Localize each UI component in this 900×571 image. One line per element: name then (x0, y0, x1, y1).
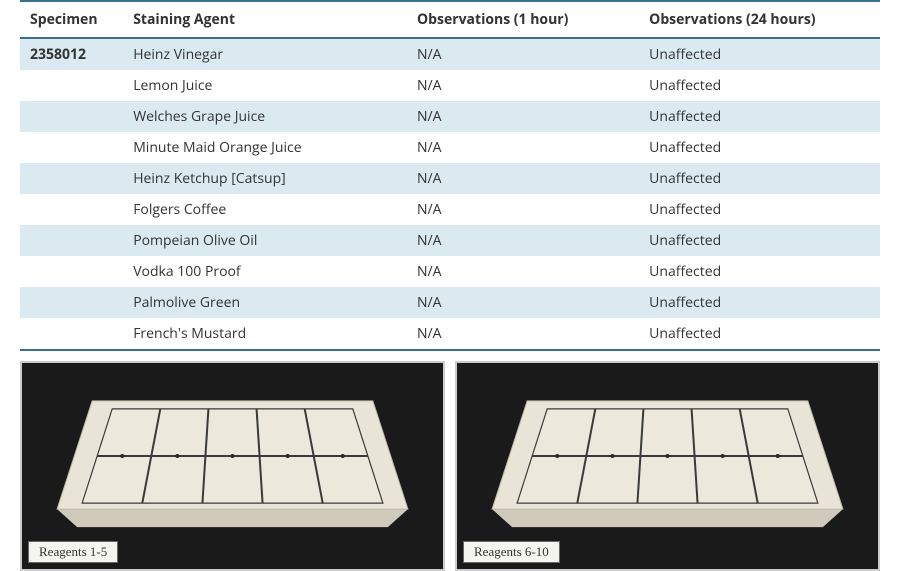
cell-agent: Heinz Vinegar (123, 38, 407, 70)
cell-agent: Pompeian Olive Oil (123, 225, 407, 256)
photo-right-caption: Reagents 6-10 (463, 541, 560, 563)
cell-obs-24h: Unaffected (639, 70, 880, 101)
table-row: Pompeian Olive OilN/AUnaffected (20, 225, 880, 256)
cell-obs-24h: Unaffected (639, 318, 880, 350)
cell-obs-24h: Unaffected (639, 132, 880, 163)
cell-obs-24h: Unaffected (639, 163, 880, 194)
table-row: 2358012Heinz VinegarN/AUnaffected (20, 38, 880, 70)
photo-left-caption: Reagents 1-5 (28, 541, 118, 563)
table-row: Lemon JuiceN/AUnaffected (20, 70, 880, 101)
table-row: Heinz Ketchup [Catsup]N/AUnaffected (20, 163, 880, 194)
table-row: Folgers CoffeeN/AUnaffected (20, 194, 880, 225)
col-header-obs24: Observations (24 hours) (639, 1, 880, 38)
staining-table-wrap: Specimen Staining Agent Observations (1 … (20, 0, 880, 351)
cell-specimen (20, 225, 123, 256)
table-row: Welches Grape JuiceN/AUnaffected (20, 101, 880, 132)
col-header-agent: Staining Agent (123, 1, 407, 38)
photo-right-svg (457, 363, 878, 569)
cell-specimen (20, 70, 123, 101)
cell-obs-24h: Unaffected (639, 225, 880, 256)
col-header-specimen: Specimen (20, 1, 123, 38)
cell-agent: Minute Maid Orange Juice (123, 132, 407, 163)
cell-obs-1h: N/A (407, 318, 639, 350)
cell-obs-1h: N/A (407, 256, 639, 287)
table-body: 2358012Heinz VinegarN/AUnaffectedLemon J… (20, 38, 880, 350)
cell-agent: French's Mustard (123, 318, 407, 350)
cell-specimen (20, 194, 123, 225)
table-row: Vodka 100 ProofN/AUnaffected (20, 256, 880, 287)
cell-specimen (20, 163, 123, 194)
cell-obs-1h: N/A (407, 163, 639, 194)
cell-specimen (20, 256, 123, 287)
table-row: Palmolive GreenN/AUnaffected (20, 287, 880, 318)
cell-obs-24h: Unaffected (639, 256, 880, 287)
staining-table: Specimen Staining Agent Observations (1 … (20, 0, 880, 351)
cell-specimen (20, 287, 123, 318)
cell-specimen (20, 132, 123, 163)
photo-left-svg (22, 363, 443, 569)
cell-agent: Lemon Juice (123, 70, 407, 101)
table-row: French's MustardN/AUnaffected (20, 318, 880, 350)
cell-agent: Welches Grape Juice (123, 101, 407, 132)
cell-agent: Folgers Coffee (123, 194, 407, 225)
cell-obs-24h: Unaffected (639, 38, 880, 70)
cell-obs-1h: N/A (407, 132, 639, 163)
cell-agent: Vodka 100 Proof (123, 256, 407, 287)
photo-right: Reagents 6-10 (455, 361, 880, 571)
cell-agent: Palmolive Green (123, 287, 407, 318)
table-row: Minute Maid Orange JuiceN/AUnaffected (20, 132, 880, 163)
cell-obs-1h: N/A (407, 194, 639, 225)
cell-obs-24h: Unaffected (639, 287, 880, 318)
photo-left: Reagents 1-5 (20, 361, 445, 571)
cell-specimen: 2358012 (20, 38, 123, 70)
cell-agent: Heinz Ketchup [Catsup] (123, 163, 407, 194)
cell-obs-1h: N/A (407, 287, 639, 318)
photo-row: Reagents 1-5 Reagents 6-10 (20, 361, 880, 571)
cell-obs-24h: Unaffected (639, 194, 880, 225)
cell-obs-1h: N/A (407, 70, 639, 101)
cell-specimen (20, 101, 123, 132)
table-header-row: Specimen Staining Agent Observations (1 … (20, 1, 880, 38)
cell-obs-1h: N/A (407, 38, 639, 70)
cell-obs-1h: N/A (407, 101, 639, 132)
cell-specimen (20, 318, 123, 350)
cell-obs-1h: N/A (407, 225, 639, 256)
cell-obs-24h: Unaffected (639, 101, 880, 132)
col-header-obs1: Observations (1 hour) (407, 1, 639, 38)
